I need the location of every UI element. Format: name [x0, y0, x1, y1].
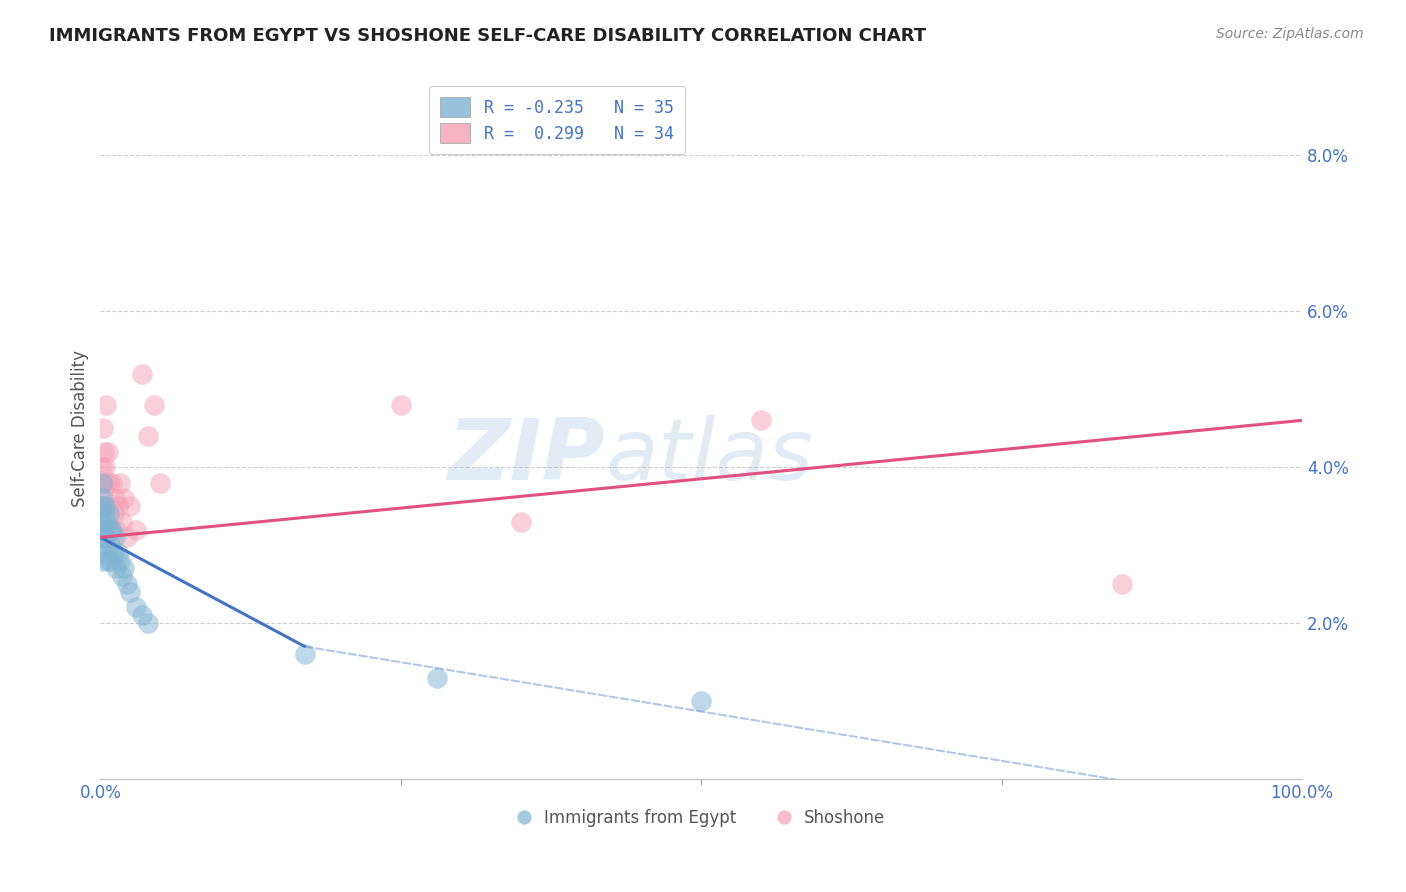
Legend: Immigrants from Egypt, Shoshone: Immigrants from Egypt, Shoshone — [510, 803, 891, 834]
Point — [100, 523, 122, 537]
Point — [115, 577, 138, 591]
Point — [749, 413, 772, 427]
Point — [94, 530, 117, 544]
Point — [97, 507, 120, 521]
Text: IMMIGRANTS FROM EGYPT VS SHOSHONE SELF-CARE DISABILITY CORRELATION CHART: IMMIGRANTS FROM EGYPT VS SHOSHONE SELF-C… — [49, 27, 927, 45]
Point — [138, 615, 160, 630]
Point — [90, 523, 112, 537]
Point — [112, 561, 135, 575]
Text: atlas: atlas — [605, 415, 813, 498]
Point — [97, 444, 120, 458]
Y-axis label: Self-Care Disability: Self-Care Disability — [72, 350, 89, 507]
Point — [101, 475, 124, 490]
Point — [107, 546, 129, 560]
Point — [389, 398, 412, 412]
Point — [90, 491, 112, 506]
Point — [94, 499, 117, 513]
Point — [97, 554, 120, 568]
Point — [90, 515, 112, 529]
Point — [104, 530, 127, 544]
Point — [104, 491, 127, 506]
Point — [509, 515, 531, 529]
Point — [93, 523, 115, 537]
Point — [120, 585, 142, 599]
Point — [96, 515, 118, 529]
Point — [131, 367, 153, 381]
Point — [93, 444, 115, 458]
Point — [131, 608, 153, 623]
Point — [104, 561, 127, 575]
Point — [94, 499, 117, 513]
Point — [115, 530, 138, 544]
Point — [108, 554, 131, 568]
Point — [91, 421, 114, 435]
Point — [91, 530, 114, 544]
Point — [90, 475, 112, 490]
Point — [98, 499, 121, 513]
Text: ZIP: ZIP — [447, 415, 605, 498]
Point — [98, 538, 121, 552]
Point — [101, 523, 124, 537]
Point — [91, 554, 114, 568]
Point — [94, 460, 117, 475]
Point — [93, 507, 115, 521]
Point — [112, 491, 135, 506]
Point — [93, 491, 115, 506]
Point — [125, 600, 148, 615]
Point — [104, 523, 127, 537]
Point — [426, 671, 449, 685]
Point — [143, 398, 166, 412]
Point — [90, 499, 112, 513]
Text: Source: ZipAtlas.com: Source: ZipAtlas.com — [1216, 27, 1364, 41]
Point — [90, 460, 112, 475]
Point — [149, 475, 172, 490]
Point — [111, 515, 134, 529]
Point — [96, 398, 118, 412]
Point — [103, 507, 125, 521]
Point — [96, 475, 118, 490]
Point — [1111, 577, 1133, 591]
Point — [91, 475, 114, 490]
Point — [107, 499, 129, 513]
Point — [120, 499, 142, 513]
Point — [100, 554, 122, 568]
Point — [97, 475, 120, 490]
Point — [111, 569, 134, 583]
Point — [98, 523, 121, 537]
Point — [103, 546, 125, 560]
Point — [690, 694, 713, 708]
Point — [108, 475, 131, 490]
Point — [138, 429, 160, 443]
Point — [91, 499, 114, 513]
Point — [125, 523, 148, 537]
Point — [93, 546, 115, 560]
Point — [90, 523, 112, 537]
Point — [294, 647, 316, 661]
Point — [96, 538, 118, 552]
